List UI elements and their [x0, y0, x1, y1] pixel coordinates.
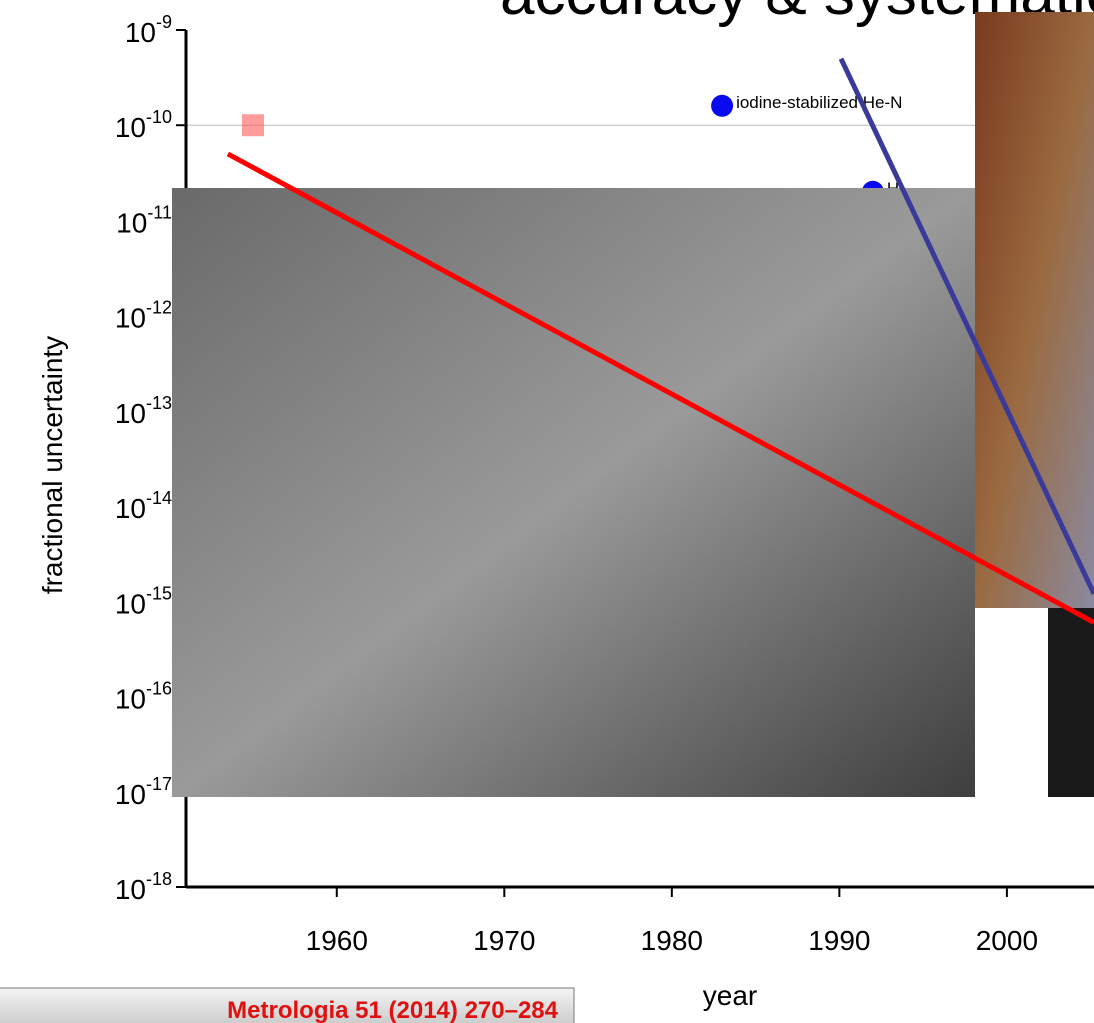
- y-tick-label: 10-18: [115, 869, 172, 905]
- y-tick-label: 10-13: [115, 393, 172, 429]
- point-label: iodine-stabilized He-N: [736, 93, 902, 112]
- y-tick-label: 10-14: [115, 488, 172, 524]
- chart: accuracy & systematic 10-910-1010-1110-1…: [0, 0, 1094, 1023]
- citation: Metrologia 51 (2014) 270–284: [227, 997, 558, 1023]
- x-tick-label: 1990: [808, 925, 870, 956]
- photo: [975, 12, 1094, 608]
- y-tick-label: 10-12: [115, 298, 172, 334]
- x-tick-label: 1970: [473, 925, 535, 956]
- y-tick-label: 10-15: [115, 583, 172, 619]
- y-tick-label: 10-11: [116, 202, 172, 238]
- x-axis-label: year: [703, 980, 757, 1011]
- y-axis-label: fractional uncertainty: [37, 336, 68, 594]
- x-tick-label: 1960: [306, 925, 368, 956]
- x-tick-label: 2000: [976, 925, 1038, 956]
- x-tick-label: 1980: [641, 925, 703, 956]
- point: [711, 95, 733, 117]
- y-tick-label: 10-16: [115, 679, 172, 715]
- page: accuracy & systematic 10-910-1010-1110-1…: [0, 0, 1094, 1023]
- photo: [1048, 608, 1094, 797]
- y-tick-label: 10-9: [125, 12, 172, 48]
- point: [242, 114, 264, 136]
- y-tick-label: 10-17: [115, 774, 172, 810]
- y-tick-label: 10-10: [115, 107, 172, 143]
